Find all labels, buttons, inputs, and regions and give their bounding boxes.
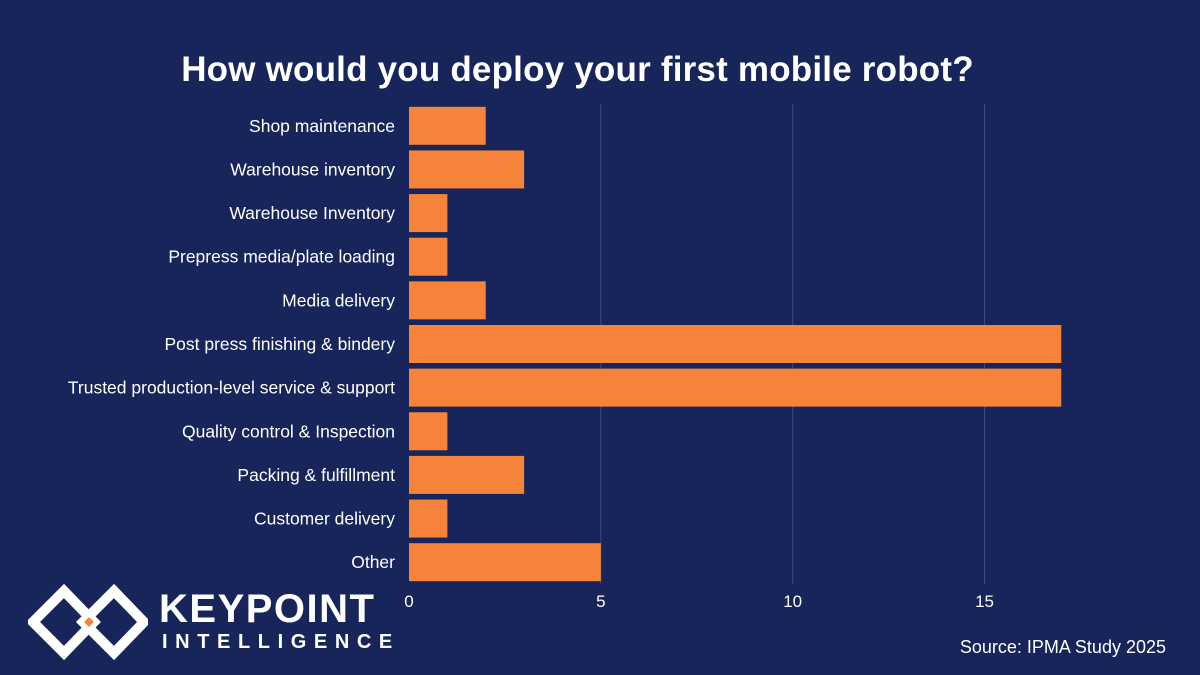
category-label: Packing & fulfillment — [237, 465, 395, 485]
logo-wordmark-intelligence: INTELLIGENCE — [162, 631, 400, 653]
x-tick-labels: 0 5 10 15 — [404, 592, 994, 611]
category-label: Post press finishing & bindery — [164, 334, 395, 354]
category-label: Trusted production-level service & suppo… — [68, 378, 395, 398]
category-label: Quality control & Inspection — [182, 421, 395, 441]
category-label: Customer delivery — [254, 509, 395, 529]
bar — [409, 194, 448, 233]
bar — [409, 499, 448, 538]
bar — [409, 150, 525, 189]
bar — [409, 368, 1062, 407]
x-tick-label: 15 — [975, 592, 994, 611]
bar — [409, 412, 448, 451]
bar — [409, 325, 1062, 363]
category-label: Prepress media/plate loading — [168, 247, 395, 267]
x-tick-label: 0 — [404, 592, 413, 611]
bar — [409, 237, 448, 276]
bars — [409, 106, 1062, 582]
chart-title: How would you deploy your first mobile r… — [181, 50, 974, 89]
keypoint-logo: KEYPOINT INTELLIGENCE — [28, 584, 398, 660]
x-tick-label: 10 — [783, 592, 802, 611]
category-label: Media delivery — [282, 290, 395, 310]
bar — [409, 106, 486, 145]
category-labels: Shop maintenance Warehouse inventory Wareh… — [68, 116, 395, 572]
source-note: Source: IPMA Study 2025 — [959, 637, 1166, 657]
diamond-logo-icon — [28, 584, 148, 660]
category-label: Other — [351, 552, 395, 572]
x-tick-label: 5 — [596, 592, 605, 611]
logo-wordmark-keypoint: KEYPOINT — [159, 587, 376, 631]
category-label: Shop maintenance — [249, 116, 395, 136]
category-label: Warehouse Inventory — [229, 203, 395, 223]
category-label: Warehouse inventory — [230, 159, 395, 179]
bar — [409, 455, 525, 494]
bar — [409, 281, 486, 320]
bar — [409, 543, 601, 582]
